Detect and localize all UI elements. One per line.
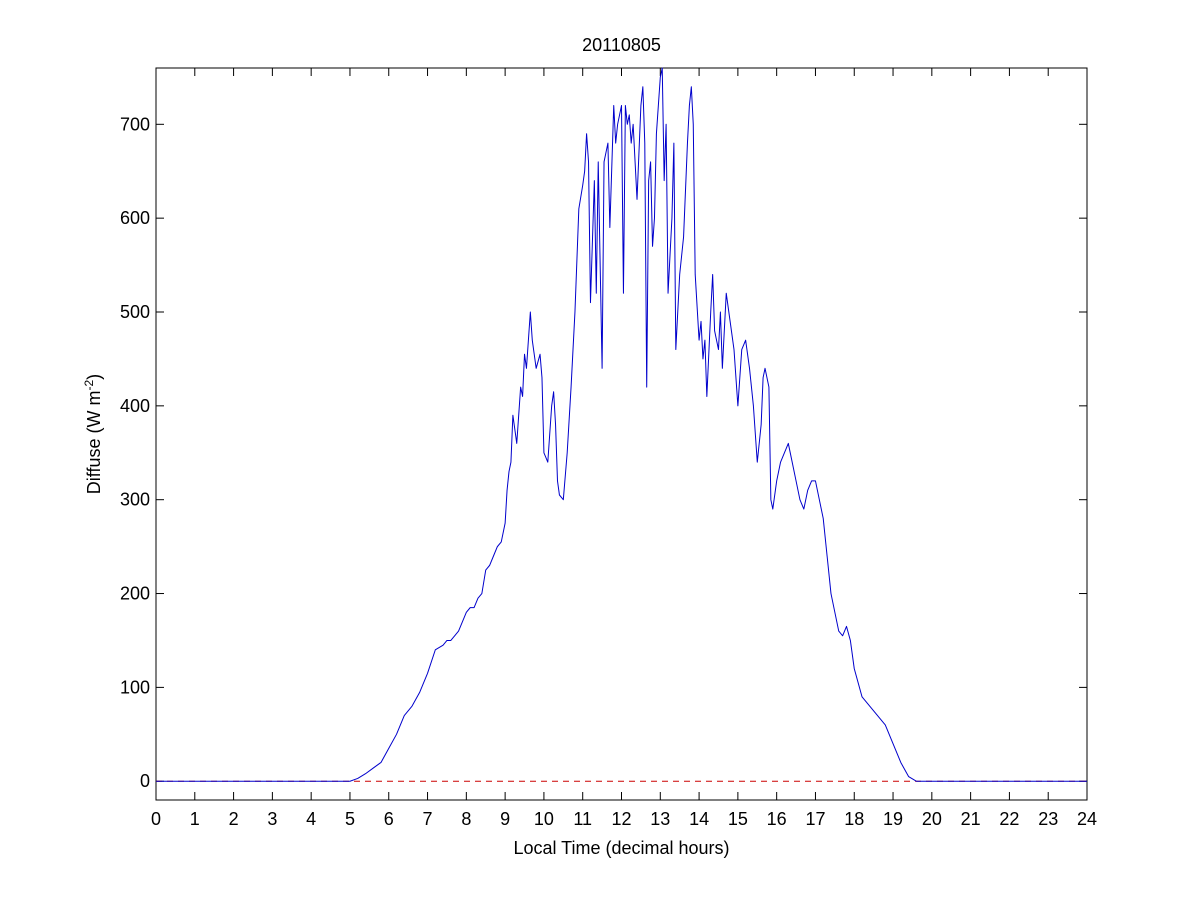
x-tick-label: 1 [190,809,200,829]
x-tick-label: 7 [423,809,433,829]
diffuse-series-line [156,67,1087,782]
x-tick-label: 24 [1077,809,1097,829]
y-tick-label: 100 [120,677,150,697]
y-tick-label: 500 [120,302,150,322]
x-tick-label: 18 [844,809,864,829]
y-tick-label: 700 [120,114,150,134]
x-tick-label: 6 [384,809,394,829]
y-tick-label: 200 [120,584,150,604]
x-tick-label: 11 [573,809,592,829]
x-tick-label: 8 [461,809,471,829]
x-tick-label: 13 [650,809,670,829]
x-tick-label: 16 [767,809,787,829]
axis-ticks: 0 1 2 3 4 5 6 7 8 9 10 11 12 13 14 15 16 17 18 19 20 21 22 23 24… [120,68,1097,829]
x-tick-label: 12 [611,809,631,829]
x-tick-label: 2 [229,809,239,829]
y-axis-label-close: ) [84,374,104,380]
x-tick-label: 17 [805,809,825,829]
y-axis-label: Diffuse (W m-2) [82,374,104,494]
y-tick-label: 600 [120,208,150,228]
plot-frame [155,67,1088,801]
y-tick-label: 400 [120,396,150,416]
x-axis-label: Local Time (decimal hours) [513,838,729,858]
series-group [156,67,1087,782]
y-axis-label-superscript: -2 [82,379,96,390]
x-tick-label: 5 [345,809,355,829]
x-tick-label: 15 [728,809,748,829]
y-tick-label: 300 [120,490,150,510]
x-tick-label: 19 [883,809,903,829]
x-tick-label: 23 [1038,809,1058,829]
x-tick-label: 4 [306,809,316,829]
x-tick-label: 0 [151,809,161,829]
chart-title: 20110805 [582,35,661,55]
y-tick-label: 0 [140,771,150,791]
x-tick-label: 21 [961,809,981,829]
x-tick-label: 20 [922,809,942,829]
y-axis-label-main: Diffuse (W m [84,390,104,494]
x-tick-label: 9 [500,809,510,829]
x-tick-label: 22 [999,809,1019,829]
x-tick-label: 14 [689,809,709,829]
plot-area: 0 1 2 3 4 5 6 7 8 9 10 11 12 13 14 15 16 17 18 19 20 21 22 23 24… [120,67,1097,829]
x-tick-label: 3 [267,809,277,829]
x-tick-label: 10 [534,809,554,829]
